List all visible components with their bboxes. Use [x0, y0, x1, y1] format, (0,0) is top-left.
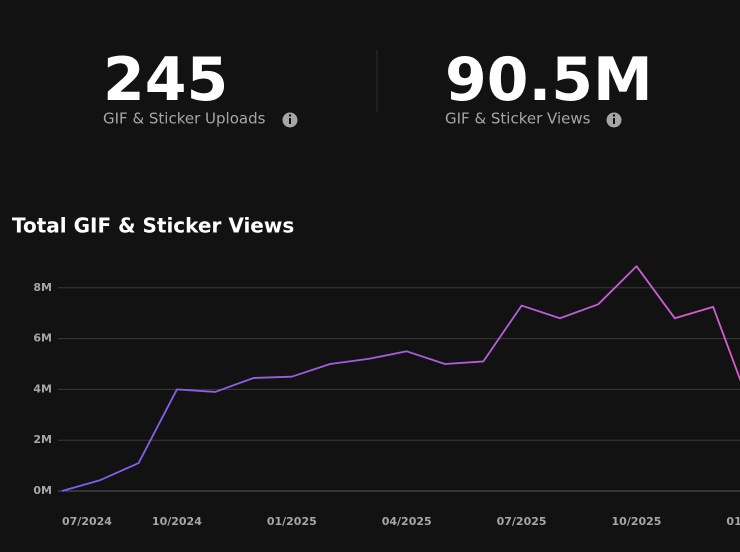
stat-value: 245 [103, 45, 228, 115]
stat-label: GIF & Sticker Uploads [103, 110, 266, 128]
x-tick-label: 01/2025 [267, 515, 317, 528]
x-tick-label: 10/2024 [152, 515, 202, 528]
info-icon[interactable] [282, 112, 298, 128]
y-tick-label: 4M [33, 382, 52, 395]
x-tick-label: 07/2025 [497, 515, 547, 528]
line-series [61, 265, 740, 492]
y-tick-label: 2M [33, 433, 52, 446]
stat-value: 90.5M [445, 45, 653, 115]
y-tick-label: 8M [33, 281, 52, 294]
x-tick-label: 10/2025 [612, 515, 662, 528]
info-icon[interactable] [606, 112, 622, 128]
y-tick-label: 6M [33, 332, 52, 345]
x-tick-label: 04/2025 [382, 515, 432, 528]
x-tick-label: 07/2024 [62, 515, 112, 528]
chart-title: Total GIF & Sticker Views [12, 214, 294, 238]
stat-label: GIF & Sticker Views [445, 110, 591, 128]
x-tick-label: 01/2026 [726, 515, 740, 528]
y-tick-label: 0M [33, 484, 52, 497]
